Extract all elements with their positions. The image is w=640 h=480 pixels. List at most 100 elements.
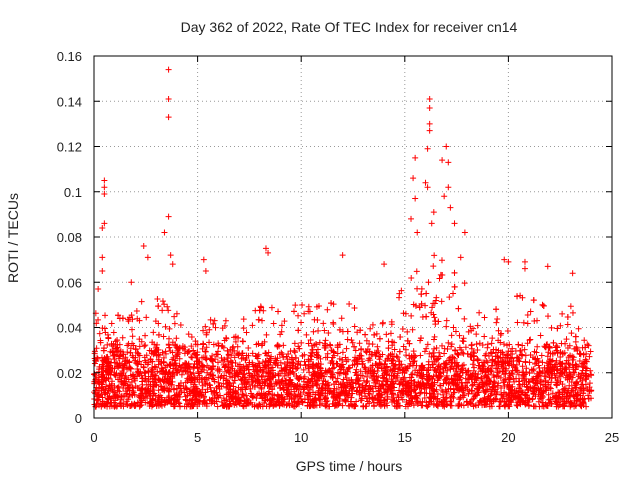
data-point xyxy=(291,383,298,390)
data-point xyxy=(309,382,316,389)
data-point xyxy=(147,373,154,380)
data-point xyxy=(246,370,253,377)
data-point xyxy=(412,154,419,161)
data-point xyxy=(482,369,489,376)
data-point xyxy=(484,344,491,351)
data-point xyxy=(546,384,553,391)
data-point xyxy=(410,402,417,409)
data-point xyxy=(387,330,394,337)
data-point xyxy=(572,338,579,345)
data-point xyxy=(444,376,451,383)
data-point xyxy=(448,332,455,339)
data-point xyxy=(280,342,287,349)
data-point xyxy=(165,213,172,220)
data-point xyxy=(569,374,576,381)
data-point xyxy=(253,395,260,402)
data-point xyxy=(540,403,547,410)
data-point xyxy=(353,372,360,379)
data-point xyxy=(564,313,571,320)
data-point xyxy=(525,379,532,386)
data-point xyxy=(255,351,262,358)
data-point xyxy=(375,353,382,360)
data-point xyxy=(482,352,489,359)
data-point xyxy=(160,359,167,366)
data-point xyxy=(194,385,201,392)
data-point xyxy=(118,396,125,403)
data-point xyxy=(155,303,162,310)
data-point xyxy=(153,352,160,359)
data-point xyxy=(431,252,438,259)
data-point xyxy=(487,349,494,356)
data-point xyxy=(420,364,427,371)
data-point xyxy=(553,343,560,350)
data-point xyxy=(96,363,103,370)
data-point xyxy=(561,385,568,392)
data-point xyxy=(566,342,573,349)
data-point xyxy=(349,402,356,409)
data-point xyxy=(339,252,346,259)
data-point xyxy=(445,339,452,346)
data-point xyxy=(220,402,227,409)
data-point xyxy=(105,335,112,342)
data-point xyxy=(369,341,376,348)
data-point xyxy=(411,386,418,393)
data-point xyxy=(183,360,190,367)
data-point xyxy=(162,369,169,376)
data-point xyxy=(165,95,172,102)
data-point xyxy=(99,224,106,231)
data-point xyxy=(140,364,147,371)
data-point xyxy=(358,395,365,402)
data-point xyxy=(353,366,360,373)
data-point xyxy=(503,398,510,405)
data-point xyxy=(424,341,431,348)
data-point xyxy=(170,365,177,372)
data-point xyxy=(492,396,499,403)
data-point xyxy=(141,387,148,394)
x-tick-labels: 0 5 10 15 20 25 xyxy=(90,430,619,445)
data-point xyxy=(421,348,428,355)
data-point xyxy=(168,381,175,388)
data-point xyxy=(459,392,466,399)
data-point xyxy=(190,388,197,395)
data-point xyxy=(544,263,551,270)
data-point xyxy=(169,261,176,268)
data-point xyxy=(91,348,98,355)
data-point xyxy=(444,367,451,374)
data-point xyxy=(319,400,326,407)
data-point xyxy=(125,376,132,383)
data-point xyxy=(447,364,454,371)
y-tick-label: 0.14 xyxy=(57,94,82,109)
data-point xyxy=(390,380,397,387)
data-point xyxy=(104,390,111,397)
data-point xyxy=(169,356,176,363)
data-point xyxy=(538,352,545,359)
data-point xyxy=(517,383,524,390)
data-point xyxy=(558,340,565,347)
data-point xyxy=(578,381,585,388)
data-point xyxy=(324,390,331,397)
data-point xyxy=(389,357,396,364)
data-point xyxy=(132,346,139,353)
data-point xyxy=(354,329,361,336)
data-point xyxy=(299,352,306,359)
data-point xyxy=(166,398,173,405)
data-point xyxy=(457,254,464,261)
data-point xyxy=(478,398,485,405)
data-point xyxy=(569,309,576,316)
data-point xyxy=(408,275,415,282)
data-point xyxy=(244,400,251,407)
data-point xyxy=(232,359,239,366)
data-point xyxy=(94,397,101,404)
data-point xyxy=(529,375,536,382)
data-point xyxy=(203,331,210,338)
data-point xyxy=(163,379,170,386)
data-point xyxy=(540,388,547,395)
data-point xyxy=(218,399,225,406)
data-point xyxy=(166,325,173,332)
data-point xyxy=(206,326,213,333)
data-point xyxy=(582,372,589,379)
data-point xyxy=(265,349,272,356)
data-point xyxy=(399,367,406,374)
data-point xyxy=(142,399,149,406)
